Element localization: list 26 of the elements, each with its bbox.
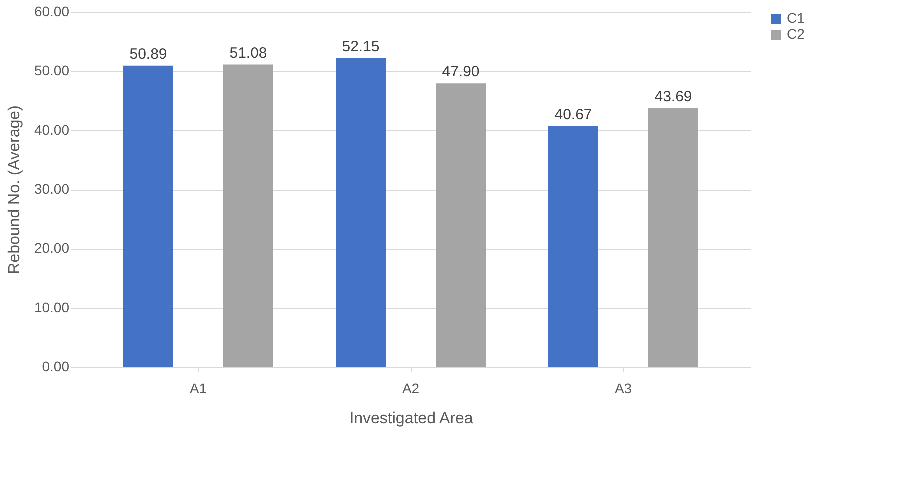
y-tick-label: 40.00 (34, 122, 70, 138)
data-label: 50.89 (130, 46, 168, 63)
bar (336, 58, 386, 367)
data-label: 43.69 (654, 88, 692, 106)
bar (648, 108, 698, 367)
y-tick-label: 30.00 (34, 181, 70, 197)
legend-label: C2 (787, 26, 806, 42)
y-tick-label: 50.00 (34, 62, 70, 79)
y-axis-title: Rebound No. (Average) (6, 106, 24, 274)
legend-label: C1 (787, 10, 806, 26)
y-tick-label: 10.00 (34, 299, 70, 316)
x-axis-title: Investigated Area (350, 410, 474, 428)
x-tick-label: A2 (402, 380, 420, 396)
bar (436, 84, 486, 367)
data-label: 47.90 (442, 64, 480, 81)
y-tick-label: 60.00 (34, 4, 70, 20)
bar (548, 126, 598, 367)
data-label: 51.08 (230, 44, 268, 62)
bar (124, 66, 174, 367)
data-label: 52.15 (342, 38, 380, 56)
y-tick-label: 20.00 (34, 240, 70, 256)
bar (224, 64, 274, 367)
data-label: 40.67 (554, 106, 592, 124)
x-tick-label: A1 (190, 380, 208, 396)
y-tick-label: 0.00 (42, 358, 70, 374)
x-tick-label: A3 (614, 380, 632, 396)
